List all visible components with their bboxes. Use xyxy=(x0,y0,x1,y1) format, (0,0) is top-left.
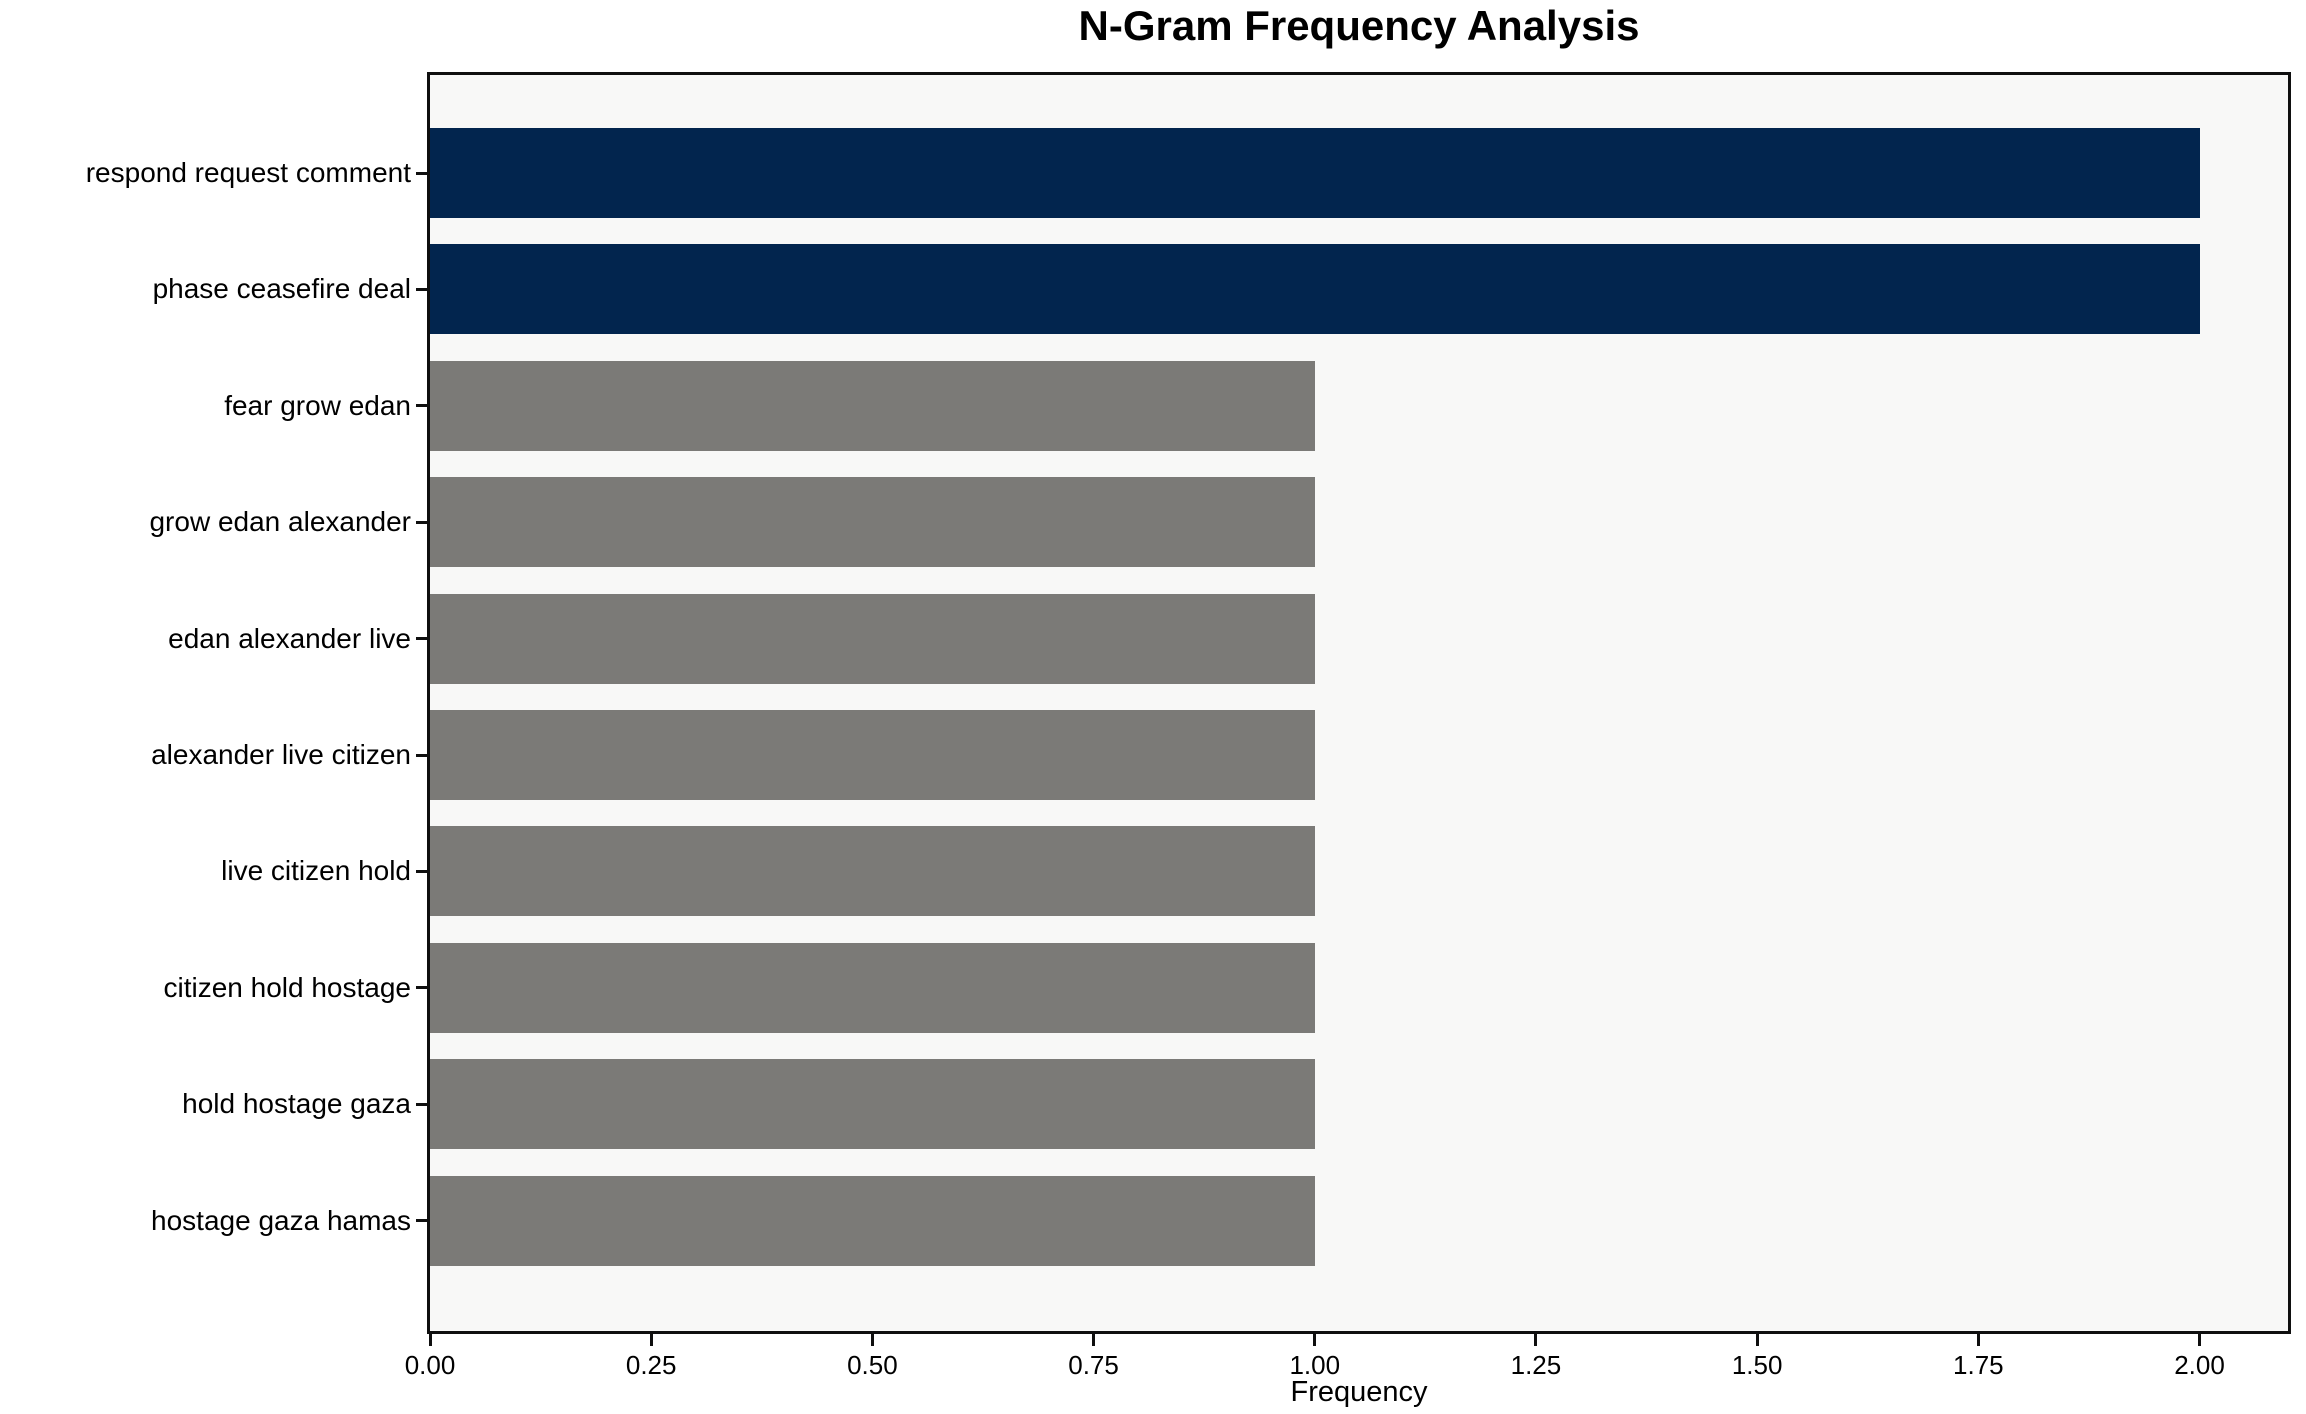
x-tick-2.00 xyxy=(2198,1334,2202,1346)
bar-live-citizen-hold xyxy=(430,826,1315,917)
bar-grow-edan-alexander xyxy=(430,477,1315,568)
y-tick-respond-request-comment xyxy=(416,171,427,175)
y-tick-grow-edan-alexander xyxy=(416,520,427,524)
y-tick-label-hold-hostage-gaza: hold hostage gaza xyxy=(182,1088,411,1120)
y-tick-hostage-gaza-hamas xyxy=(416,1219,427,1223)
x-tick-1.75 xyxy=(1976,1334,1980,1346)
y-tick-label-alexander-live-citizen: alexander live citizen xyxy=(151,739,411,770)
bar-respond-request-comment xyxy=(430,128,2200,218)
y-tick-hold-hostage-gaza xyxy=(416,1102,427,1106)
x-tick-1.25 xyxy=(1534,1334,1538,1346)
x-tick-label-1.50: 1.50 xyxy=(1731,1350,1783,1380)
bar-hold-hostage-gaza xyxy=(430,1059,1315,1150)
bar-phase-ceasefire-deal xyxy=(430,244,2200,335)
x-tick-1.50 xyxy=(1755,1334,1759,1346)
bar-citizen-hold-hostage xyxy=(430,942,1315,1033)
y-tick-label-live-citizen-hold: live citizen hold xyxy=(221,855,411,887)
x-tick-label-1.25: 1.25 xyxy=(1510,1350,1562,1380)
y-tick-label-grow-edan-alexander: grow edan alexander xyxy=(149,506,411,538)
x-tick-label-0.00: 0.00 xyxy=(404,1350,456,1380)
y-tick-phase-ceasefire-deal xyxy=(416,287,427,291)
x-tick-0.00 xyxy=(428,1334,432,1346)
y-tick-label-citizen-hold-hostage: citizen hold hostage xyxy=(163,971,411,1003)
x-tick-label-0.75: 0.75 xyxy=(1068,1350,1119,1380)
x-tick-0.25 xyxy=(649,1334,653,1346)
x-tick-label-2.00: 2.00 xyxy=(2174,1350,2225,1380)
plot-area xyxy=(427,72,2291,1334)
y-tick-edan-alexander-live xyxy=(416,637,427,641)
x-tick-0.75 xyxy=(1092,1334,1096,1346)
y-tick-label-fear-grow-edan: fear grow edan xyxy=(224,389,411,421)
y-tick-live-citizen-hold xyxy=(416,869,427,873)
bar-edan-alexander-live xyxy=(430,593,1315,684)
x-tick-1.00 xyxy=(1313,1334,1317,1346)
y-tick-label-hostage-gaza-hamas: hostage gaza hamas xyxy=(151,1204,411,1236)
bar-alexander-live-citizen xyxy=(430,710,1315,800)
x-axis-label: Frequency xyxy=(1290,1376,1428,1408)
x-tick-label-1.00: 1.00 xyxy=(1289,1350,1341,1380)
y-tick-label-respond-request-comment: respond request comment xyxy=(85,157,411,188)
x-tick-0.50 xyxy=(870,1334,874,1346)
x-tick-label-0.25: 0.25 xyxy=(625,1350,677,1380)
y-tick-label-phase-ceasefire-deal: phase ceasefire deal xyxy=(152,273,411,305)
y-tick-citizen-hold-hostage xyxy=(416,986,427,990)
bar-fear-grow-edan xyxy=(430,360,1315,451)
y-tick-alexander-live-citizen xyxy=(416,753,427,757)
chart-title: N-Gram Frequency Analysis xyxy=(1078,2,1640,49)
x-tick-label-0.50: 0.50 xyxy=(847,1350,898,1380)
x-tick-label-1.75: 1.75 xyxy=(1953,1350,2004,1380)
y-tick-label-edan-alexander-live: edan alexander live xyxy=(168,622,411,654)
y-tick-fear-grow-edan xyxy=(416,404,427,408)
bar-hostage-gaza-hamas xyxy=(430,1175,1315,1266)
